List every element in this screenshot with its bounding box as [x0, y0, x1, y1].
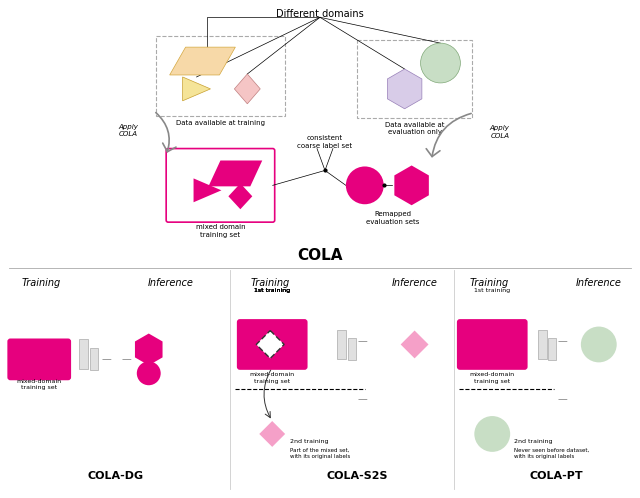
Bar	[548, 339, 556, 361]
Bar	[337, 330, 346, 360]
Text: —: —	[358, 394, 368, 404]
Text: Apply
COLA: Apply COLA	[118, 124, 138, 137]
Text: 1st training: 1st training	[474, 288, 510, 293]
Bar	[538, 330, 547, 360]
Text: —: —	[122, 355, 132, 365]
Bar	[357, 40, 472, 118]
Polygon shape	[135, 334, 163, 366]
Text: Data available at
evaluation only: Data available at evaluation only	[385, 122, 444, 135]
Circle shape	[474, 416, 510, 452]
Circle shape	[420, 43, 460, 83]
Polygon shape	[182, 77, 211, 101]
Polygon shape	[228, 183, 252, 209]
Text: Inference: Inference	[148, 278, 193, 288]
Text: COLA-DG: COLA-DG	[88, 471, 144, 481]
Bar	[156, 36, 285, 116]
Text: Data available at training: Data available at training	[176, 120, 265, 125]
Circle shape	[346, 166, 384, 204]
Text: 2nd training: 2nd training	[514, 439, 553, 444]
Text: COLA: COLA	[297, 248, 343, 263]
Text: Remapped
evaluation sets: Remapped evaluation sets	[366, 211, 419, 225]
Polygon shape	[170, 47, 236, 75]
Text: consistent
coarse label set: consistent coarse label set	[298, 135, 353, 148]
Text: Inference: Inference	[392, 278, 438, 288]
Text: 2nd training: 2nd training	[290, 439, 328, 444]
Text: Training: Training	[470, 278, 509, 288]
FancyBboxPatch shape	[166, 148, 275, 222]
Polygon shape	[234, 74, 260, 104]
Text: 1st training: 1st training	[254, 288, 291, 293]
Text: 1st training: 1st training	[254, 288, 291, 293]
Text: mixed-domain
training set: mixed-domain training set	[470, 373, 515, 383]
FancyArrowPatch shape	[156, 113, 176, 152]
Text: Apply
COLA: Apply COLA	[490, 125, 509, 139]
Text: 1st training: 1st training	[254, 288, 291, 293]
Polygon shape	[209, 160, 262, 186]
Text: —: —	[358, 337, 368, 347]
FancyBboxPatch shape	[237, 319, 308, 370]
Text: COLA-PT: COLA-PT	[530, 471, 583, 481]
FancyBboxPatch shape	[457, 319, 527, 370]
Text: mixed domain
training set: mixed domain training set	[196, 224, 245, 238]
Text: COLA-S2S: COLA-S2S	[326, 471, 388, 481]
Text: Never seen before dataset,
with its original labels: Never seen before dataset, with its orig…	[514, 448, 589, 459]
Text: 1st training: 1st training	[254, 288, 291, 293]
Text: —: —	[557, 394, 567, 404]
Polygon shape	[394, 165, 429, 205]
Polygon shape	[193, 178, 221, 202]
FancyArrowPatch shape	[426, 114, 471, 156]
Bar	[90, 349, 98, 371]
Circle shape	[581, 327, 617, 363]
Text: Training: Training	[251, 278, 290, 288]
Text: —: —	[101, 355, 111, 365]
Polygon shape	[259, 421, 285, 447]
Polygon shape	[387, 69, 422, 109]
Bar	[348, 339, 356, 361]
Polygon shape	[401, 331, 429, 359]
Text: —: —	[557, 337, 567, 347]
Text: mixed-domain
training set: mixed-domain training set	[250, 373, 295, 383]
Text: Training: Training	[22, 278, 61, 288]
Text: Inference: Inference	[576, 278, 621, 288]
FancyBboxPatch shape	[8, 339, 71, 380]
Text: Part of the mixed set,
with its original labels: Part of the mixed set, with its original…	[290, 448, 350, 459]
Polygon shape	[256, 331, 284, 359]
Bar	[79, 340, 88, 370]
Text: mixed-domain
training set: mixed-domain training set	[17, 379, 62, 390]
Circle shape	[137, 362, 161, 385]
Text: Different domains: Different domains	[276, 9, 364, 19]
